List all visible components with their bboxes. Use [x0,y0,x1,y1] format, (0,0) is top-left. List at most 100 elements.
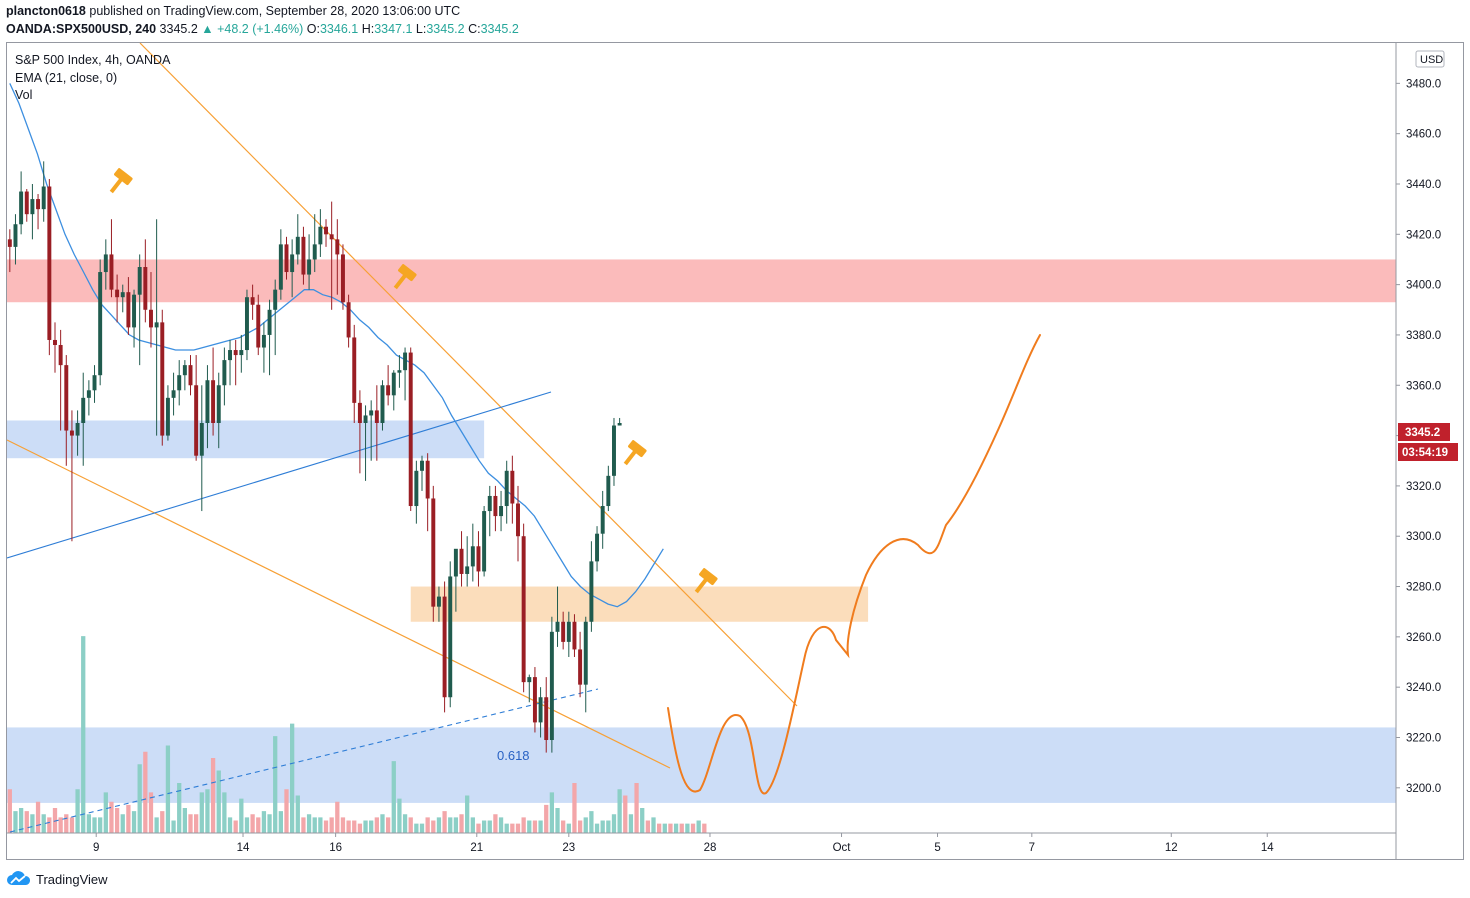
volume-bar [645,820,651,833]
volume-bar [380,814,385,833]
volume-bar [453,817,459,833]
candle-body [510,470,515,504]
candle-body [30,199,35,215]
candle-body [165,397,170,436]
projection-drawing-layer [667,334,1041,795]
candle-body [205,380,210,423]
volume-bar [312,817,317,833]
candle-body [340,254,345,303]
time-axis: 9 14 16 21 23 28 Oct 5 7 12 14 [7,832,1396,854]
volume-bar [30,814,35,833]
volume-bar [47,817,52,833]
price-tick-label: 3420.0 [1406,229,1441,241]
publish-info: plancton0618 published on TradingView.co… [6,4,460,18]
candle-body [13,224,18,247]
volume-bar [668,823,673,833]
volume-bar [177,783,182,833]
volume-bar [651,817,656,833]
low-value: 3345.2 [426,22,465,36]
candle-body [425,460,430,499]
tradingview-logo[interactable]: TradingView [6,871,108,887]
volume-bar [205,789,210,833]
volume-bar [222,792,227,833]
downtrend-line-upper [139,43,798,707]
volume-bar [273,736,278,833]
candle-body [216,385,221,423]
legend-series[interactable]: S&P 500 Index, 4h, OANDA [15,53,171,67]
price-tick-label: 3300.0 [1406,531,1441,543]
candle-body [64,365,69,431]
price-tick-label: 3240.0 [1406,682,1441,694]
volume-bar [555,808,560,833]
candle-body [538,697,543,723]
support-zone-lower [7,727,1396,803]
candle-body [527,677,532,683]
candle-body [453,548,458,577]
candle-body [301,236,306,275]
price-axis: 3200.0 3220.0 3240.0 3260.0 3280.0 3300.0 3320… [1395,43,1458,860]
volume-bar [690,823,696,833]
volume-bar [566,823,571,833]
candle-body [403,352,408,371]
candle-body [617,423,622,426]
volume-bar [13,811,18,833]
candle-body [380,385,385,423]
volume-bar [148,792,154,833]
tradingview-cloud-icon [7,871,31,885]
candle-body [408,352,413,507]
time-tick-label: 16 [329,842,342,854]
volume-bar [623,795,628,833]
candle-body [521,536,526,683]
candle-body [442,596,447,698]
volume-bar [227,817,233,833]
candle-body [549,631,554,741]
candle-body [578,649,583,685]
author-name[interactable]: plancton0618 [6,4,86,18]
candle-body [561,621,566,642]
candle-body [589,561,594,622]
volume-bar [329,817,334,833]
hammer-head [699,568,718,586]
volume-bar [306,814,312,833]
candle-body [436,596,441,607]
candle-body [346,302,351,338]
candle-body [555,621,560,632]
volume-bar [267,814,272,833]
volume-bar [572,783,577,833]
candle-body [115,289,120,298]
volume-bar [289,723,295,833]
volume-bar [476,823,481,833]
symbol-name[interactable]: OANDA:SPX500USD, 240 [6,22,157,36]
price-tick-label: 3380.0 [1406,330,1441,342]
candle-body [499,506,504,517]
currency-badge [1415,50,1445,68]
volume-bar [352,820,357,833]
candle-body [228,350,233,361]
volume-bar [521,817,526,833]
volume-bar [7,789,12,833]
candle-body [352,337,357,403]
legend-volume[interactable]: Vol [15,88,33,102]
candle-body [160,322,165,436]
volume-bar [109,801,114,833]
volume-bar [210,758,216,833]
volume-bar [657,823,662,833]
volume-bar [256,817,261,833]
time-tick-label: 9 [93,842,99,854]
volume-bar [114,808,120,833]
volume-bar [340,817,346,833]
volume-bar [510,823,515,833]
uptrend-line [7,391,552,559]
volume-bar [561,820,566,833]
candle-body [600,506,605,534]
candle-body [459,548,464,574]
volume-bar [182,808,188,833]
hammer-handle [393,274,407,290]
volume-bar [35,801,41,833]
candle-body [397,370,402,373]
time-tick-label: 14 [237,842,250,854]
candle-body [267,309,272,335]
price-tick-label: 3460.0 [1406,129,1441,141]
legend-ema[interactable]: EMA (21, close, 0) [15,71,118,85]
